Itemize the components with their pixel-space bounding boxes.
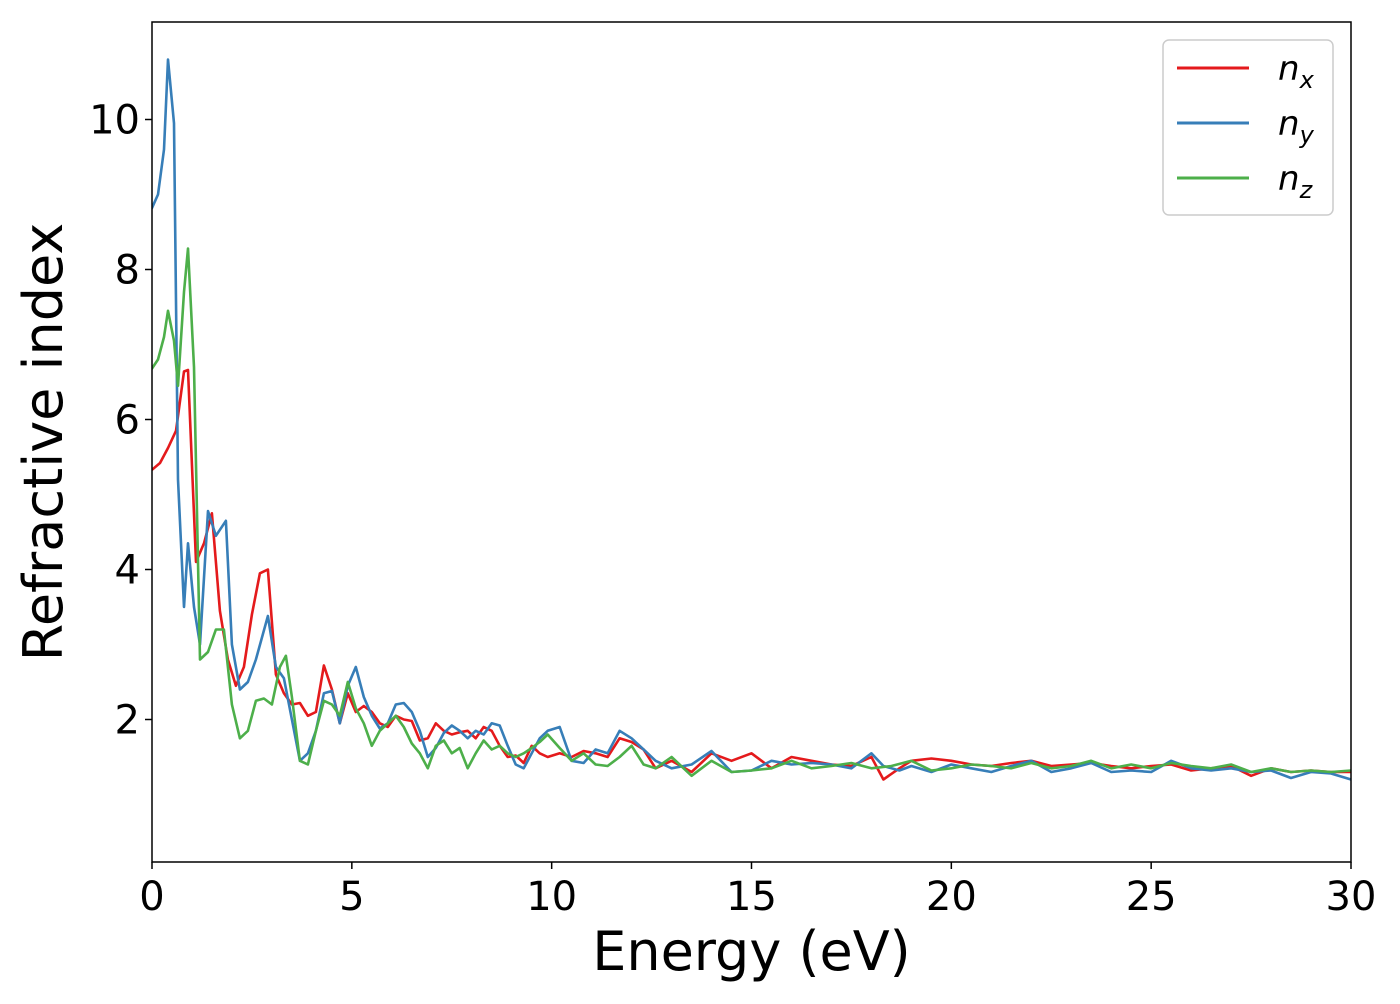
series-layer [152,58,1351,781]
legend-subscript: y [1299,121,1315,149]
legend-label-n-y: ny [1278,104,1315,149]
x-tick-label: 0 [139,874,164,920]
series-line-n-z [152,247,1351,778]
x-tick-label: 15 [726,874,777,920]
series-line-n-y [152,58,1351,781]
legend-box [1162,39,1334,216]
x-axis-title: Energy (eV) [592,920,911,983]
x-tick-label: 30 [1326,874,1377,920]
series-line-n-x [152,368,1351,781]
y-tick-label: 10 [89,98,140,144]
legend-subscript: x [1299,66,1315,94]
y-tick-label: 4 [115,548,140,594]
x-tick-label: 20 [926,874,977,920]
axis-ticks: 0 5 10 15 20 25 30 2 4 6 8 10 [89,98,1376,921]
legend-label-n-x: nx [1278,49,1315,94]
y-axis-title: Refractive index [12,223,75,662]
x-tick-label: 10 [526,874,577,920]
x-tick-label: 5 [339,874,364,920]
y-tick-label: 2 [115,698,140,744]
x-tick-label: 25 [1126,874,1177,920]
legend-subscript: z [1299,176,1314,204]
y-tick-label: 6 [115,398,140,444]
y-tick-label: 8 [115,248,140,294]
